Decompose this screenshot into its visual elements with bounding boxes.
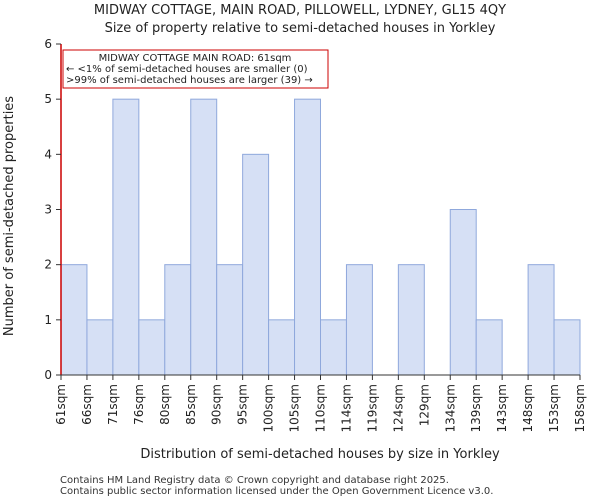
x-tick-label: 143sqm [495, 384, 509, 432]
annotation-border [62, 49, 329, 89]
x-tick-label: 129qm [417, 384, 431, 426]
footer-line-2: Contains public sector information licen… [60, 486, 493, 497]
histogram-bar [112, 98, 140, 376]
x-tick-label: 153sqm [547, 384, 561, 432]
y-tick-label: 0 [44, 368, 52, 382]
x-tick-label: 139sqm [469, 384, 483, 432]
histogram-bar [268, 319, 296, 376]
histogram-bar [242, 153, 270, 376]
footer-line-1: Contains HM Land Registry data © Crown c… [60, 475, 449, 486]
histogram-bar [320, 319, 347, 376]
x-tick-label: 124sqm [391, 384, 405, 432]
histogram-bar [294, 98, 321, 376]
y-tick-label: 2 [44, 258, 52, 272]
x-axis-label: Distribution of semi-detached houses by … [140, 447, 500, 462]
annotation-line-3: >99% of semi-detached houses are larger … [66, 75, 313, 86]
x-tick-label: 148sqm [521, 384, 535, 432]
histogram-bar [397, 264, 425, 376]
histogram-bar [86, 319, 114, 376]
y-tick-label: 1 [44, 313, 52, 327]
x-tick-label: 76sqm [132, 384, 146, 425]
annotation-line-1: MIDWAY COTTAGE MAIN ROAD: 61sqm [99, 53, 292, 64]
annotation-box: MIDWAY COTTAGE MAIN ROAD: 61sqm ← <1% of… [62, 49, 329, 89]
y-tick-label: 5 [44, 92, 52, 106]
y-tick-label: 6 [44, 37, 52, 51]
x-tick-label: 100sqm [262, 384, 276, 432]
x-tick-label: 80sqm [158, 384, 172, 425]
x-tick-label: 61sqm [54, 384, 68, 425]
y-tick-label: 3 [44, 203, 52, 217]
histogram-bar [475, 319, 503, 376]
x-tick-label: 85sqm [184, 384, 198, 425]
histogram-bar [527, 264, 555, 376]
x-ticks: 61sqm 66sqm 71sqm 76sqm 80sqm 85sqm 90sqm 95sqm… [54, 375, 587, 432]
y-axis-label: Number of semi-detached properties [2, 96, 17, 336]
histogram-bar [449, 209, 477, 376]
annotation-line-2: ← <1% of semi-detached houses are smalle… [66, 64, 308, 75]
x-tick-label: 95sqm [236, 384, 250, 425]
histogram-bar [60, 264, 88, 376]
histogram-bar [216, 264, 244, 376]
histogram-bar [553, 319, 581, 376]
chart-subtitle: Size of property relative to semi-detach… [105, 21, 496, 36]
histogram-bar [138, 319, 166, 376]
x-tick-label: 90sqm [210, 384, 224, 425]
y-ticks: 0 1 2 3 4 5 6 [44, 37, 61, 382]
histogram-bar [345, 264, 373, 376]
x-tick-label: 71sqm [106, 384, 120, 425]
x-tick-label: 158sqm [573, 384, 587, 432]
histogram-bar [190, 98, 218, 376]
x-tick-label: 119sqm [365, 384, 379, 432]
y-tick-label: 4 [44, 147, 52, 161]
chart-title: MIDWAY COTTAGE, MAIN ROAD, PILLOWELL, LY… [94, 3, 506, 18]
histogram-bar [164, 264, 192, 376]
x-tick-label: 134sqm [443, 384, 457, 432]
bars-layer [60, 98, 581, 376]
x-tick-label: 110sqm [314, 384, 328, 432]
x-tick-label: 66sqm [80, 384, 94, 425]
x-tick-label: 114sqm [339, 384, 353, 432]
x-tick-label: 105sqm [288, 384, 302, 432]
